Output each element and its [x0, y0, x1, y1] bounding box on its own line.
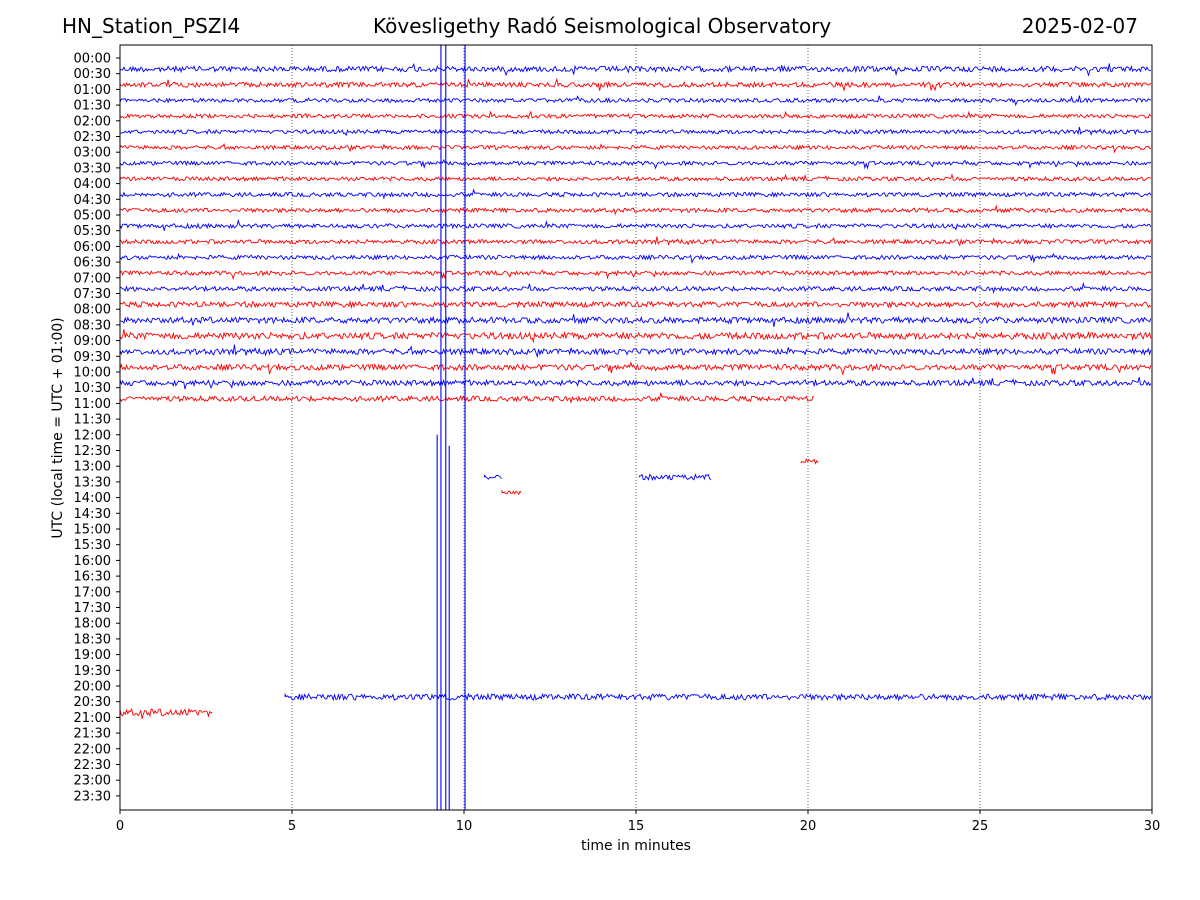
y-tick-label: 00:00: [74, 52, 111, 67]
y-tick-label: 06:00: [74, 240, 111, 255]
trace-row-0: [119, 62, 1152, 77]
y-tick-label: 07:30: [74, 287, 111, 302]
y-tick-label: 15:30: [74, 538, 111, 553]
y-tick-label: 06:30: [74, 256, 111, 271]
trace-row-6: [119, 158, 1152, 170]
trace-row-19: [119, 361, 1152, 375]
trace-row-25: [800, 458, 819, 465]
y-tick-label: 12:30: [74, 444, 111, 459]
y-tick-label: 09:30: [74, 350, 111, 365]
trace-row-13: [119, 269, 1152, 280]
y-tick-label: 10:30: [74, 381, 111, 396]
y-tick-label: 05:30: [74, 224, 111, 239]
x-tick-label: 30: [1144, 819, 1161, 834]
trace-row-10: [119, 218, 1152, 231]
trace-row-12: [119, 252, 1152, 264]
trace-row-18: [119, 344, 1152, 359]
y-tick-label: 18:30: [74, 632, 111, 647]
y-tick-label: 22:30: [74, 758, 111, 773]
spike-layer: [436, 45, 466, 810]
trace-layer: [119, 62, 1152, 719]
trace-row-3: [119, 110, 1152, 120]
y-tick-label: 09:00: [74, 334, 111, 349]
y-tick-label: 11:30: [74, 413, 111, 428]
x-tick-label: 20: [800, 819, 817, 834]
trace-row-11: [119, 236, 1152, 247]
y-tick-label: 20:30: [74, 695, 111, 710]
x-axis-label: time in minutes: [581, 838, 691, 854]
trace-row-16: [119, 312, 1152, 327]
x-tick-label: 15: [628, 819, 645, 834]
y-tick-label: 13:30: [74, 475, 111, 490]
y-tick-label: 16:00: [74, 554, 111, 569]
y-tick-label: 12:00: [74, 428, 111, 443]
y-tick-label: 02:30: [74, 130, 111, 145]
station-title: HN_Station_PSZI4: [62, 14, 241, 38]
y-tick-label: 17:30: [74, 601, 111, 616]
trace-row-7: [119, 172, 1151, 183]
y-axis-label: UTC (local time = UTC + 01:00): [50, 317, 66, 538]
x-tick-label: 0: [116, 819, 124, 834]
y-tick-label: 14:30: [74, 507, 111, 522]
observatory-title: Kövesligethy Radó Seismological Observat…: [373, 14, 832, 38]
y-tick-label: 03:00: [74, 146, 111, 161]
trace-row-20: [119, 376, 1152, 390]
x-tick-label: 25: [972, 819, 989, 834]
grid-layer: [291, 45, 981, 810]
y-tick-label: 08:00: [74, 303, 111, 318]
trace-row-41: [119, 707, 213, 719]
trace-row-26: [638, 473, 712, 481]
y-tick-label: 00:30: [74, 67, 111, 82]
x-axis-ticks: 0 5 10 15 20 25 30: [116, 810, 1160, 834]
y-tick-label: 11:00: [74, 397, 111, 412]
trace-row-2: [119, 95, 1152, 107]
y-tick-label: 05:00: [74, 209, 111, 224]
trace-row-27: [501, 489, 522, 496]
y-tick-label: 03:30: [74, 161, 111, 176]
y-tick-label: 10:00: [74, 366, 111, 381]
trace-row-5: [119, 142, 1152, 154]
y-tick-label: 01:00: [74, 83, 111, 98]
y-tick-label: 23:30: [74, 789, 111, 804]
y-tick-label: 14:00: [74, 491, 111, 506]
y-tick-label: 04:00: [74, 177, 111, 192]
y-tick-label: 18:00: [74, 617, 111, 632]
y-tick-label: 17:00: [74, 585, 111, 600]
y-tick-label: 19:30: [74, 664, 111, 679]
y-tick-label: 02:00: [74, 114, 111, 129]
trace-row-1: [119, 77, 1152, 92]
y-tick-label: 15:00: [74, 523, 111, 538]
y-tick-label: 16:30: [74, 570, 111, 585]
x-tick-label: 10: [456, 819, 473, 834]
trace-row-8: [119, 188, 1152, 200]
y-axis-ticks: 00:0000:3001:0001:3002:0002:3003:0003:30…: [74, 52, 120, 804]
y-tick-label: 01:30: [74, 99, 111, 114]
y-tick-label: 20:00: [74, 680, 111, 695]
trace-row-17: [119, 329, 1152, 344]
trace-row-9: [119, 204, 1152, 216]
y-tick-label: 13:00: [74, 460, 111, 475]
trace-row-21: [119, 392, 815, 403]
y-tick-label: 04:30: [74, 193, 111, 208]
y-tick-label: 08:30: [74, 318, 111, 333]
trace-row-14: [119, 281, 1152, 295]
y-tick-label: 19:00: [74, 648, 111, 663]
trace-row-4: [119, 126, 1151, 137]
trace-row-26: [484, 474, 502, 480]
y-tick-label: 21:30: [74, 727, 111, 742]
trace-row-40: [284, 692, 1152, 702]
y-tick-label: 07:00: [74, 271, 111, 286]
x-tick-label: 5: [288, 819, 296, 834]
trace-row-15: [119, 300, 1152, 309]
y-tick-label: 22:00: [74, 742, 111, 757]
date-title: 2025-02-07: [1021, 14, 1138, 38]
y-tick-label: 21:00: [74, 711, 111, 726]
y-tick-label: 23:00: [74, 774, 111, 789]
